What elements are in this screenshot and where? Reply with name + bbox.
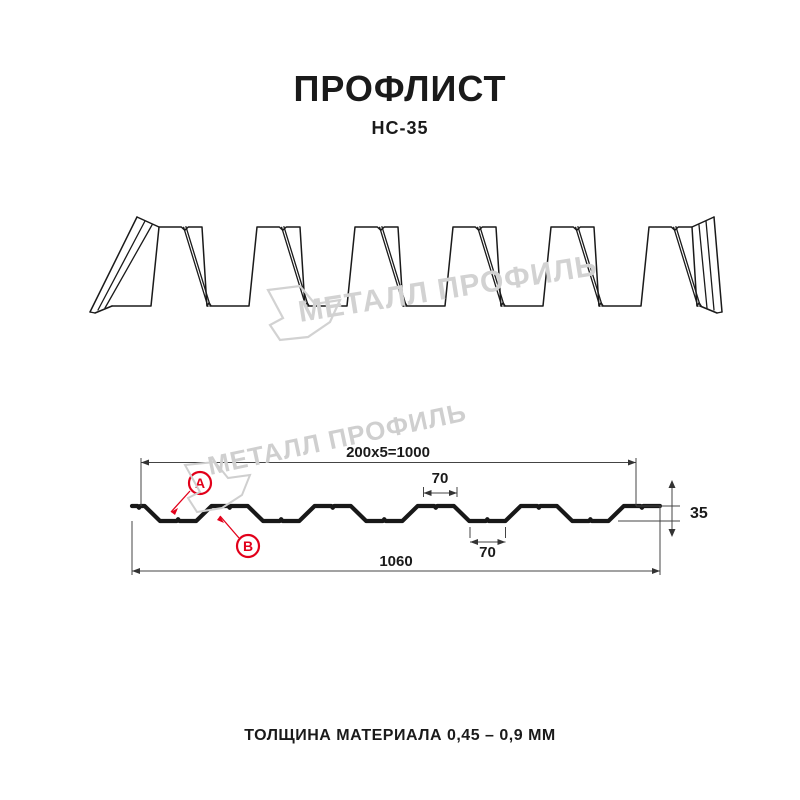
svg-text:B: B <box>243 538 253 554</box>
svg-text:МЕТАЛЛ ПРОФИЛЬ: МЕТАЛЛ ПРОФИЛЬ <box>296 249 600 329</box>
svg-text:70: 70 <box>432 470 449 487</box>
svg-text:МЕТАЛЛ ПРОФИЛЬ: МЕТАЛЛ ПРОФИЛЬ <box>205 397 469 481</box>
svg-text:1060: 1060 <box>379 553 412 570</box>
svg-text:35: 35 <box>690 505 708 522</box>
svg-text:70: 70 <box>479 544 496 561</box>
svg-text:A: A <box>195 475 205 491</box>
